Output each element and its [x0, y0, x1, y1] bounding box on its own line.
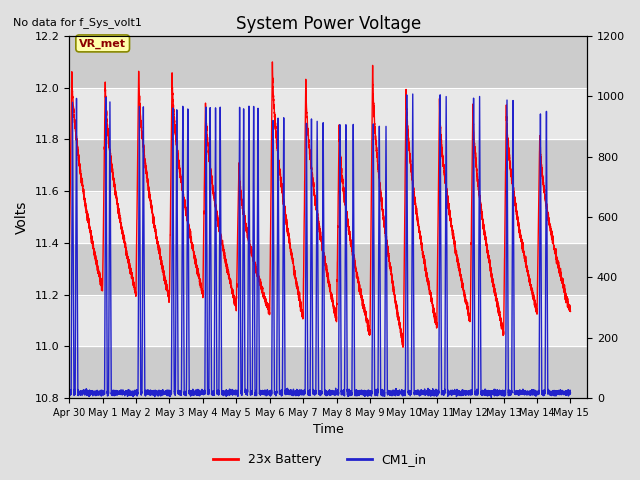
Bar — [69, 36, 587, 88]
Text: VR_met: VR_met — [79, 38, 126, 48]
Bar — [69, 295, 587, 346]
Title: System Power Voltage: System Power Voltage — [236, 15, 420, 33]
Legend: 23x Battery, CM1_in: 23x Battery, CM1_in — [208, 448, 432, 471]
Bar — [69, 88, 587, 139]
Y-axis label: Volts: Volts — [15, 200, 29, 234]
Bar — [69, 243, 587, 295]
Bar — [69, 191, 587, 243]
Text: No data for f_Sys_volt1: No data for f_Sys_volt1 — [13, 17, 141, 28]
Bar — [69, 139, 587, 191]
Bar — [69, 346, 587, 398]
X-axis label: Time: Time — [313, 423, 344, 436]
